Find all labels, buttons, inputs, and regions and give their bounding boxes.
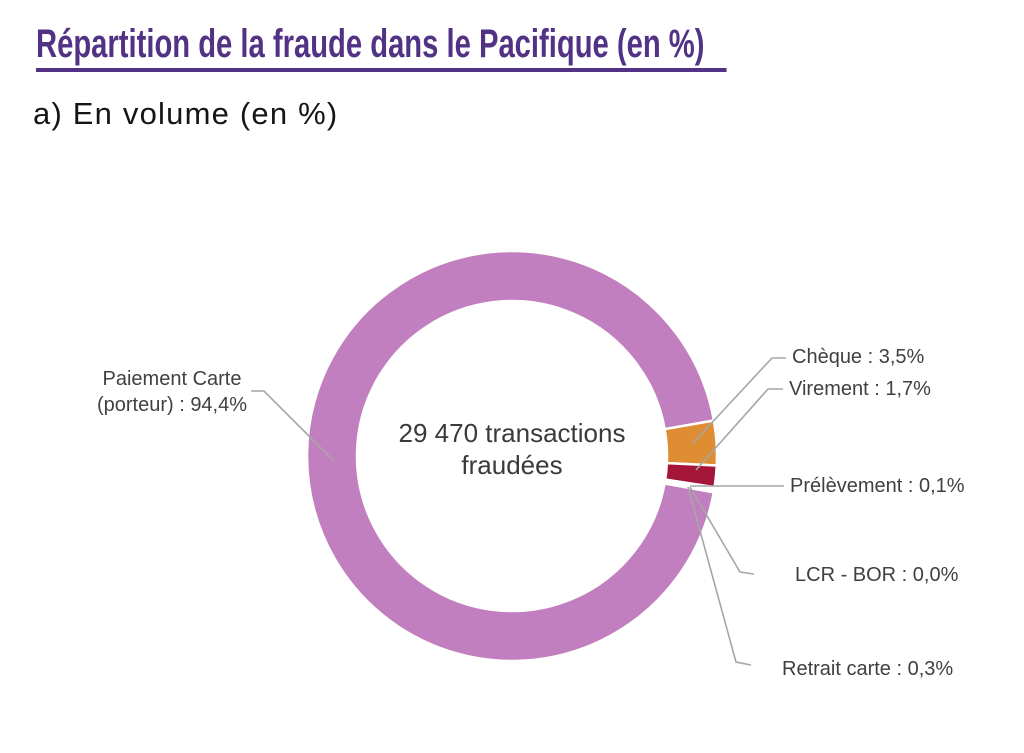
leader-line [695, 388, 783, 471]
leader-line [251, 390, 335, 462]
callout-prelevement: Prélèvement : 0,1% [790, 475, 965, 497]
page-title-text: Répartition de la fraude dans le Pacifiq… [36, 22, 727, 73]
donut-slice-retrait-carte [663, 479, 716, 494]
callout-paiement-carte: Paiement Carte (porteur) : 94,4% [96, 368, 248, 416]
callout-lcr-bor: LCR - BOR : 0,0% [795, 564, 959, 586]
section-subtitle: a) En volume (en %) [33, 96, 339, 131]
leader-line [689, 486, 755, 575]
leader-line [692, 357, 786, 444]
leader-line [687, 486, 752, 666]
callout-retrait-carte: Retrait carte : 0,3% [782, 658, 954, 680]
donut-slice-paiement-carte-porteur [305, 249, 716, 663]
page-title: Répartition de la fraude dans le Pacifiq… [36, 22, 982, 73]
callout-cheque: Chèque : 3,5% [792, 346, 925, 368]
chart-center-label: 29 470 transactions fraudées [398, 418, 626, 480]
callout-virement: Virement : 1,7% [789, 378, 931, 400]
